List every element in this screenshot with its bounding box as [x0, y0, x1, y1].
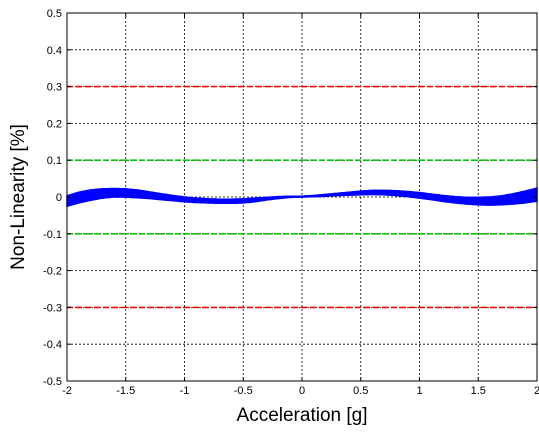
y-tick-label: -0.4 [43, 339, 62, 351]
y-tick-label: -0.1 [43, 229, 62, 241]
x-tick-label: -1 [180, 385, 190, 397]
reference-lines [67, 85, 537, 309]
y-tick-label: 0.2 [47, 118, 62, 130]
x-tick-label: -1.5 [116, 385, 135, 397]
y-axis-ticks: 0.5 0.4 0.3 0.2 0.1 0 -0.1 -0.2 -0.3 -0.4 -0.5 [43, 8, 537, 388]
x-tick-label: 1.5 [471, 385, 486, 397]
y-tick-label: 0.1 [47, 155, 62, 167]
x-axis-label: Acceleration [g] [237, 405, 368, 426]
x-axis-ticks: -2 -1.5 -1 -0.5 0 0.5 1 1.5 2 [62, 13, 539, 397]
x-tick-label: 1 [416, 385, 422, 397]
y-tick-label: 0.5 [47, 8, 62, 20]
y-tick-label: -0.5 [43, 376, 62, 388]
y-axis-label: Non-Linearity [%] [8, 124, 29, 270]
x-tick-label: 2 [534, 385, 539, 397]
y-tick-label: 0.3 [47, 82, 62, 94]
x-tick-label: 0 [299, 385, 305, 397]
y-tick-label: 0 [56, 192, 62, 204]
data-lower-trace [66, 193, 538, 207]
x-tick-label: -0.5 [234, 385, 253, 397]
data-upper-trace [66, 187, 538, 200]
y-tick-label: -0.3 [43, 302, 62, 314]
y-tick-label: -0.2 [43, 266, 62, 278]
x-tick-label: -2 [62, 385, 72, 397]
y-tick-label: 0.4 [47, 45, 62, 57]
x-tick-label: 0.5 [353, 385, 368, 397]
